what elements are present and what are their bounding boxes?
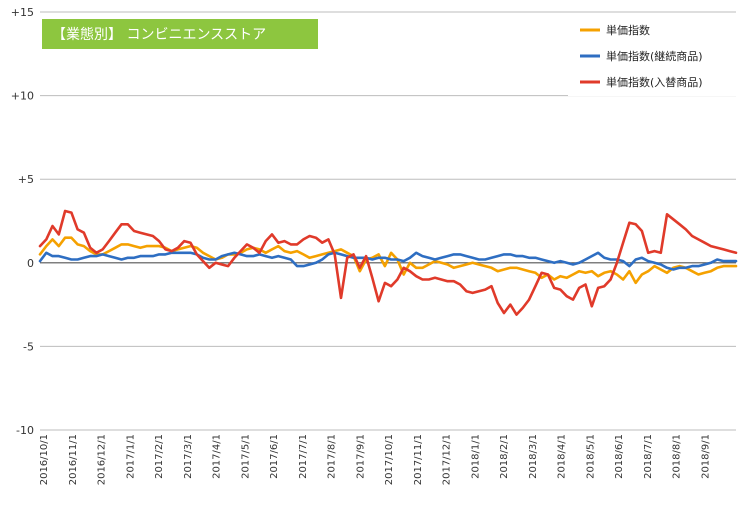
y-axis-ticks: +15 +10 +5 0 -5 -10 — [11, 6, 34, 437]
y-tick-label: +15 — [11, 6, 34, 19]
chart-title: 【業態別】 コンビニエンスストア — [52, 27, 266, 43]
x-tick-label: 2018/8/1 — [672, 434, 683, 479]
x-tick-label: 2018/3/1 — [528, 434, 539, 479]
x-tick-label: 2018/9/1 — [700, 434, 711, 479]
x-tick-label: 2017/4/1 — [212, 434, 223, 479]
x-tick-label: 2018/6/1 — [614, 434, 625, 479]
y-tick-label: -5 — [23, 340, 34, 353]
x-tick-label: 2017/12/1 — [442, 434, 453, 485]
series-lines — [38, 209, 738, 316]
y-tick-label: -10 — [16, 424, 34, 437]
x-tick-label: 2016/10/1 — [39, 434, 50, 485]
x-tick-label: 2016/11/1 — [68, 434, 79, 485]
series-line-1 — [38, 251, 738, 271]
x-tick-label: 2018/7/1 — [643, 434, 654, 479]
x-tick-label: 2017/1/1 — [125, 434, 136, 479]
x-tick-label: 2018/2/1 — [499, 434, 510, 479]
x-tick-label: 2017/11/1 — [413, 434, 424, 485]
y-tick-label: +5 — [18, 173, 34, 186]
x-axis-ticks: 2016/10/1 2016/11/1 2016/12/1 2017/1/1 2017/… — [39, 434, 711, 485]
x-tick-label: 2017/9/1 — [355, 434, 366, 479]
series-line-0 — [38, 236, 738, 285]
legend-label-2: 単価指数(入替商品) — [606, 75, 703, 89]
gridlines — [40, 11, 736, 431]
x-tick-label: 2017/7/1 — [298, 434, 309, 479]
x-tick-label: 2018/5/1 — [585, 434, 596, 479]
series-line-2 — [38, 209, 738, 316]
x-tick-label: 2017/6/1 — [269, 434, 280, 479]
y-tick-label: +10 — [11, 90, 34, 103]
x-tick-label: 2017/3/1 — [183, 434, 194, 479]
x-tick-label: 2017/5/1 — [240, 434, 251, 479]
y-tick-label: 0 — [27, 257, 34, 270]
x-tick-label: 2017/2/1 — [154, 434, 165, 479]
chart-title-banner: 【業態別】 コンビニエンスストア — [42, 19, 318, 49]
legend-label-0: 単価指数 — [606, 23, 650, 37]
x-tick-label: 2018/4/1 — [557, 434, 568, 479]
legend-label-1: 単価指数(継続商品) — [606, 49, 703, 63]
x-tick-label: 2017/8/1 — [327, 434, 338, 479]
x-tick-label: 2016/12/1 — [97, 434, 108, 485]
title-banner-bg — [42, 19, 318, 49]
x-tick-label: 2017/10/1 — [384, 434, 395, 485]
x-tick-label: 2018/1/1 — [470, 434, 481, 479]
